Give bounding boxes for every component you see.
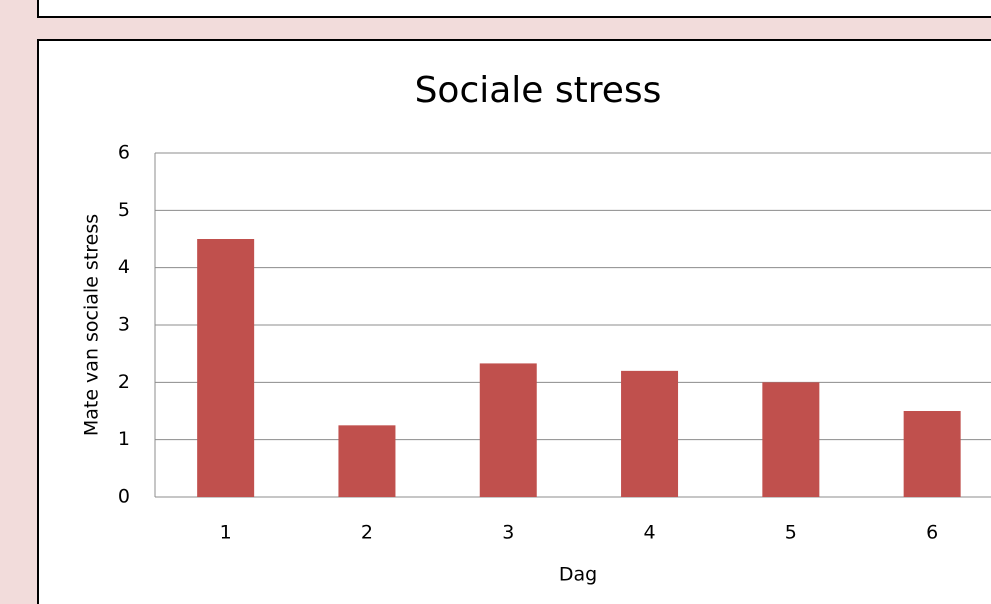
bar	[338, 425, 396, 497]
chart: Sociale stress Dag Mate van sociale stre…	[81, 70, 991, 586]
x-tick-label: 3	[502, 522, 514, 544]
y-tick-label: 1	[118, 428, 130, 450]
y-tick-label: 4	[118, 256, 130, 278]
chart-panel	[37, 39, 991, 604]
x-tick-label: 1	[220, 522, 232, 544]
y-tick-label: 5	[118, 199, 130, 221]
x-tick-label: 2	[361, 522, 373, 544]
y-tick-label: 0	[118, 486, 130, 508]
y-tick-label: 3	[118, 314, 130, 336]
bar	[621, 370, 679, 497]
top-panel	[37, 0, 991, 18]
y-axis-title: Mate van sociale stress	[81, 214, 103, 436]
x-axis-title: Dag	[559, 564, 597, 586]
bar	[197, 239, 255, 497]
bar	[479, 363, 537, 497]
chart-title: Sociale stress	[415, 70, 662, 111]
x-tick-label: 4	[644, 522, 656, 544]
x-tick-label: 6	[926, 522, 938, 544]
y-tick-label: 2	[118, 371, 130, 393]
x-tick-label: 5	[785, 522, 797, 544]
y-tick-label: 6	[118, 142, 130, 164]
bar	[903, 411, 961, 497]
bar	[762, 382, 820, 497]
